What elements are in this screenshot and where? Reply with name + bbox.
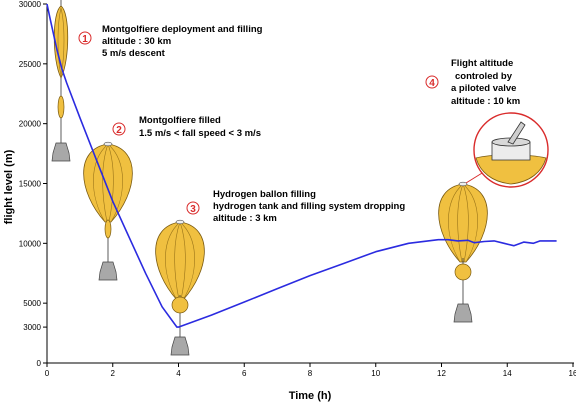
y-tick-label: 30000 [19, 0, 42, 9]
flight-level-line [46, 3, 557, 328]
annotation-4-line-2: controled by [455, 71, 513, 82]
annotation-4-line-3: a piloted valve [451, 83, 516, 94]
annotation-3-line-3: altitude : 3 km [213, 213, 277, 224]
x-tick-label: 12 [437, 369, 446, 378]
step-1-marker [78, 31, 92, 45]
y-axis-title: flight level (m) [3, 149, 15, 224]
y-tick-label: 25000 [19, 60, 42, 69]
annotation-2-line-2: 1.5 m/s < fall speed < 3 m/s [139, 128, 261, 139]
balloon-illustration-4 [438, 112, 549, 323]
y-tick-label: 15000 [19, 180, 42, 189]
step-4-number: 4 [429, 78, 435, 89]
balloon-illustration-3 [155, 219, 205, 356]
balloon-illustration-2 [83, 141, 133, 281]
y-tick-label: 20000 [19, 120, 42, 129]
y-tick-label: 3000 [23, 323, 41, 332]
x-axis-title: Time (h) [289, 390, 332, 402]
x-tick-label: 2 [111, 369, 116, 378]
annotation-3-line-2: hydrogen tank and filling system droppin… [213, 201, 405, 212]
x-tick-label: 10 [371, 369, 380, 378]
annotation-2-line-1: Montgolfiere filled [139, 115, 221, 126]
x-tick-label: 8 [308, 369, 313, 378]
y-ticks: 0 3000 5000 10000 15000 20000 25000 30000 [19, 0, 47, 368]
step-2-marker [112, 122, 126, 136]
y-tick-label: 10000 [19, 239, 42, 248]
step-3-number: 3 [190, 204, 196, 215]
x-tick-label: 6 [242, 369, 247, 378]
annotation-1-line-3: 5 m/s descent [102, 48, 166, 59]
annotation-1-line-2: altitude : 30 km [102, 36, 171, 47]
annotation-1-line-1: Montgolfiere deployment and filling [102, 24, 263, 35]
step-3-marker [186, 201, 200, 215]
balloon-illustration-1 [51, 0, 71, 162]
x-tick-label: 0 [45, 369, 50, 378]
annotation-4-line-1: Flight altitude [451, 58, 513, 69]
x-tick-label: 16 [569, 369, 576, 378]
x-tick-label: 4 [176, 369, 181, 378]
x-ticks: 0 2 4 6 8 10 12 14 16 [45, 363, 576, 378]
annotation-4-line-4: altitude : 10 km [451, 96, 520, 107]
annotation-3-line-1: Hydrogen ballon filling [213, 189, 316, 200]
x-tick-label: 14 [503, 369, 512, 378]
step-2-number: 2 [116, 125, 122, 136]
step-1-number: 1 [82, 34, 88, 45]
step-4-marker [425, 75, 439, 89]
y-tick-label: 0 [37, 359, 42, 368]
y-tick-label: 5000 [23, 299, 41, 308]
